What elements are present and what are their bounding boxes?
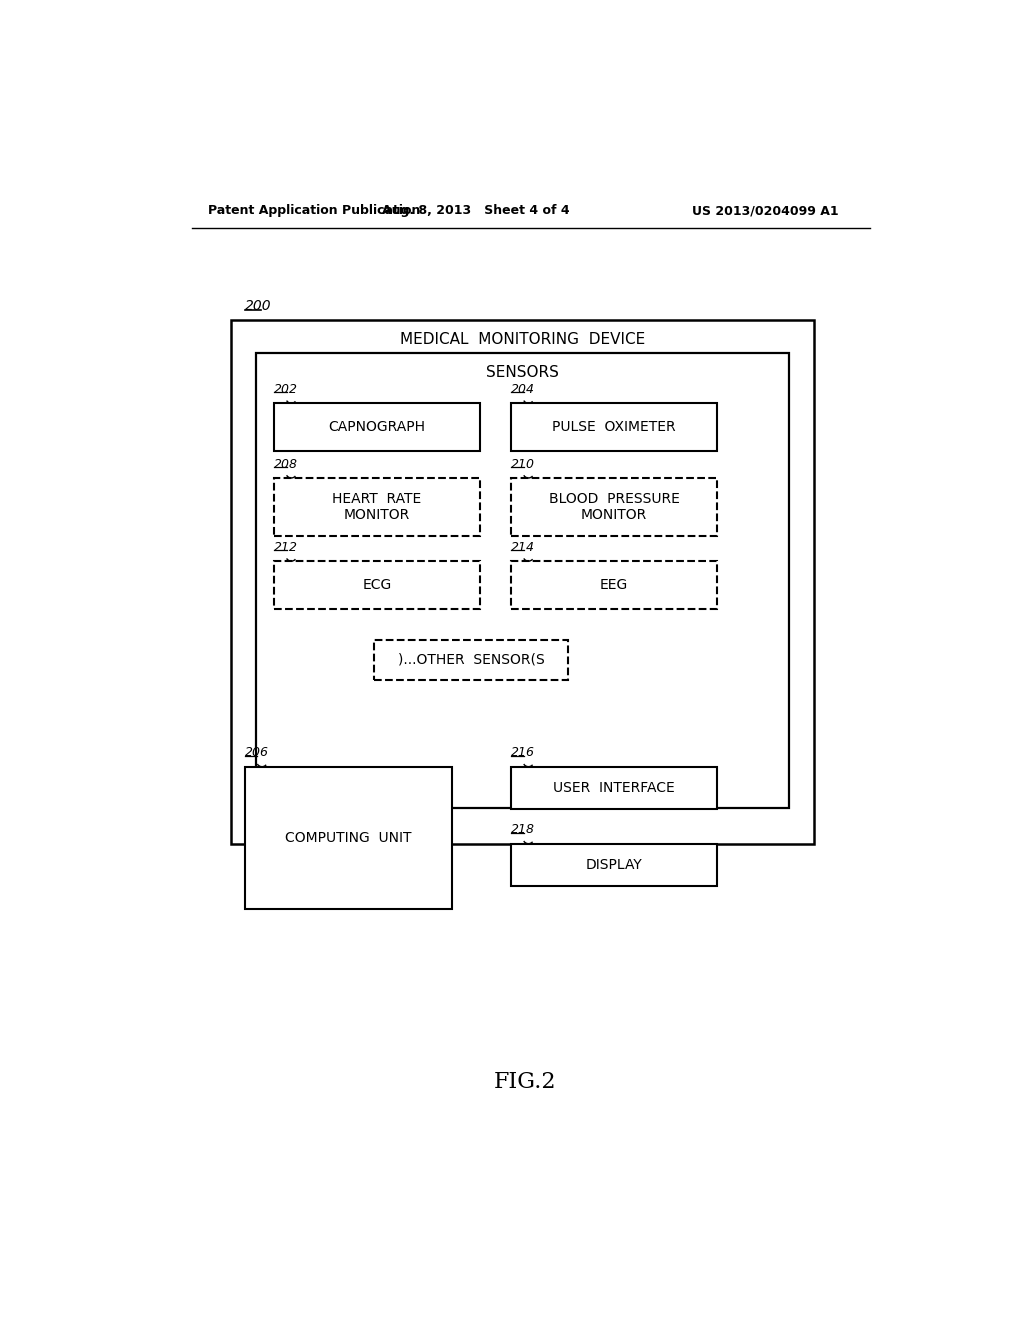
FancyBboxPatch shape bbox=[256, 354, 788, 808]
FancyBboxPatch shape bbox=[230, 321, 814, 843]
FancyBboxPatch shape bbox=[374, 640, 568, 680]
Text: 212: 212 bbox=[273, 541, 298, 554]
Text: MEDICAL  MONITORING  DEVICE: MEDICAL MONITORING DEVICE bbox=[399, 331, 645, 347]
Text: ECG: ECG bbox=[362, 578, 391, 591]
Text: 208: 208 bbox=[273, 458, 298, 471]
FancyBboxPatch shape bbox=[511, 843, 717, 886]
Text: 216: 216 bbox=[511, 746, 535, 759]
FancyBboxPatch shape bbox=[273, 478, 480, 536]
Text: BLOOD  PRESSURE
MONITOR: BLOOD PRESSURE MONITOR bbox=[549, 492, 680, 521]
Text: )...OTHER  SENSOR(S: )...OTHER SENSOR(S bbox=[397, 652, 545, 667]
Text: PULSE  OXIMETER: PULSE OXIMETER bbox=[552, 420, 676, 434]
Text: EEG: EEG bbox=[600, 578, 629, 591]
Text: Patent Application Publication: Patent Application Publication bbox=[208, 205, 420, 218]
Text: 218: 218 bbox=[511, 824, 535, 837]
Text: 202: 202 bbox=[273, 383, 298, 396]
FancyBboxPatch shape bbox=[511, 404, 717, 451]
FancyBboxPatch shape bbox=[511, 478, 717, 536]
Text: DISPLAY: DISPLAY bbox=[586, 858, 642, 873]
Text: COMPUTING  UNIT: COMPUTING UNIT bbox=[286, 830, 412, 845]
Text: US 2013/0204099 A1: US 2013/0204099 A1 bbox=[692, 205, 839, 218]
Text: FIG.2: FIG.2 bbox=[494, 1072, 556, 1093]
Text: 210: 210 bbox=[511, 458, 535, 471]
Text: HEART  RATE
MONITOR: HEART RATE MONITOR bbox=[333, 492, 422, 521]
FancyBboxPatch shape bbox=[273, 561, 480, 609]
Text: CAPNOGRAPH: CAPNOGRAPH bbox=[329, 420, 425, 434]
Text: 200: 200 bbox=[245, 300, 271, 313]
FancyBboxPatch shape bbox=[245, 767, 453, 909]
Text: SENSORS: SENSORS bbox=[486, 364, 559, 380]
Text: 206: 206 bbox=[245, 746, 268, 759]
Text: 204: 204 bbox=[511, 383, 535, 396]
FancyBboxPatch shape bbox=[273, 404, 480, 451]
Text: Aug. 8, 2013   Sheet 4 of 4: Aug. 8, 2013 Sheet 4 of 4 bbox=[382, 205, 569, 218]
FancyBboxPatch shape bbox=[511, 561, 717, 609]
Text: 214: 214 bbox=[511, 541, 535, 554]
Text: USER  INTERFACE: USER INTERFACE bbox=[553, 781, 675, 795]
FancyBboxPatch shape bbox=[511, 767, 717, 809]
